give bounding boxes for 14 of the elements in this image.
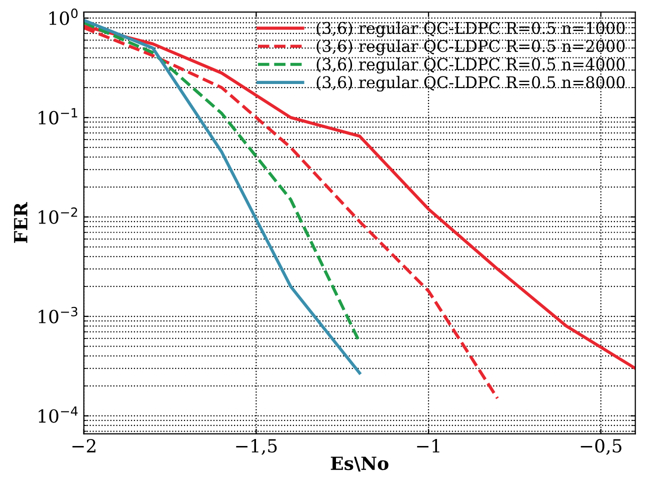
- y-tick-label: 10$^{−2}$: [38, 207, 78, 224]
- y-tick-label: 10$^{−4}$: [38, 406, 78, 423]
- x-tick-label: −1: [417, 438, 440, 452]
- x-tick-label: −1,5: [236, 438, 277, 455]
- y-tick-label: 10$^{−3}$: [38, 306, 78, 324]
- x-tick-label: −2: [72, 438, 96, 452]
- y-axis-title: FER: [14, 202, 28, 243]
- y-tick-label: 10$^{−1}$: [38, 108, 78, 125]
- x-axis-title: Es\No: [330, 456, 388, 472]
- legend-label: (3,6) regular QC-LDPC R=0.5 n=8000: [316, 76, 625, 92]
- x-tick-label: −0,5: [580, 438, 622, 455]
- y-tick-label: 10$^{0}$: [49, 8, 78, 26]
- legend-label: (3,6) regular QC-LDPC R=0.5 n=4000: [316, 58, 625, 74]
- legend-label: (3,6) regular QC-LDPC R=0.5 n=2000: [316, 40, 625, 56]
